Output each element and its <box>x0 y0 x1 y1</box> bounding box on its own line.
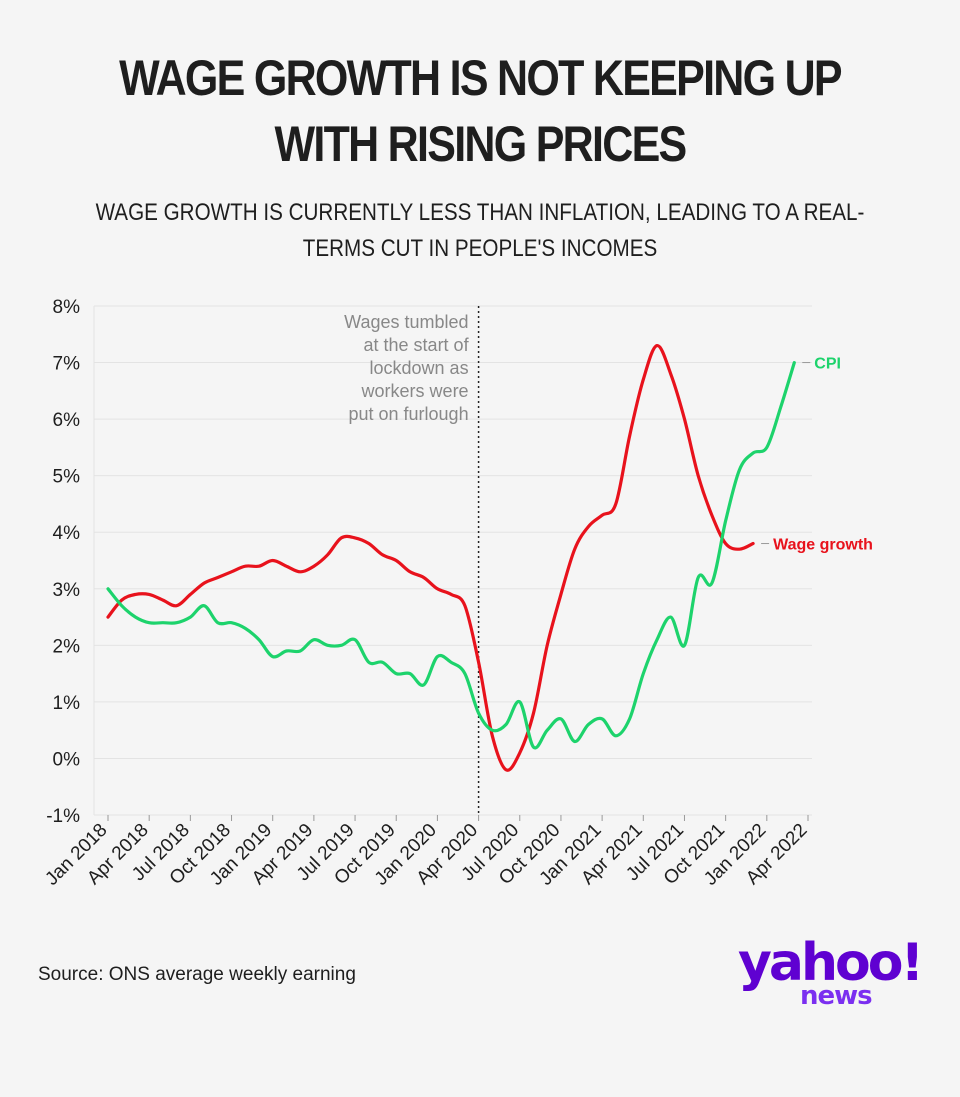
chart-title: WAGE GROWTH IS NOT KEEPING UP WITH RISIN… <box>119 50 842 172</box>
wage-growth-label: Wage growth <box>773 537 873 554</box>
y-tick-label: 5% <box>53 467 81 488</box>
annotation-text: put on furlough <box>348 404 468 424</box>
yahoo-news-logo: yahoo! news <box>730 933 930 1015</box>
y-tick-label: 0% <box>53 749 81 770</box>
y-tick-label: 6% <box>53 410 81 431</box>
grid-lines <box>93 305 812 816</box>
y-tick-label: -1% <box>46 806 80 827</box>
cpi-label: CPI <box>814 356 841 373</box>
logo-subtitle: news <box>800 981 873 1011</box>
lockdown-annotation: Wages tumbled at the start of lockdown as w… <box>344 306 480 815</box>
wage-growth-line <box>106 344 755 772</box>
chart-subtitle: WAGE GROWTH IS CURRENTLY LESS THAN INFLA… <box>95 199 865 262</box>
annotation-text: Wages tumbled <box>344 312 468 332</box>
source-note: Source: ONS average weekly earning <box>38 964 356 985</box>
y-axis-labels: -1% 0% 1% 2% 3% 4% 5% 6% 7% 8% <box>46 297 80 827</box>
y-tick-label: 1% <box>53 693 81 714</box>
logo-wordmark: yahoo! <box>738 933 924 993</box>
cpi-line <box>106 361 796 750</box>
annotation-text: lockdown as <box>370 358 469 378</box>
series-labels: Wage growth CPI <box>761 356 873 554</box>
series-lines <box>106 344 796 772</box>
annotation-text: at the start of <box>364 335 470 355</box>
y-tick-label: 4% <box>53 523 81 544</box>
y-tick-label: 2% <box>53 636 81 657</box>
y-tick-label: 8% <box>53 297 81 318</box>
y-tick-label: 3% <box>53 580 81 601</box>
y-tick-label: 7% <box>53 354 81 375</box>
annotation-text: workers were <box>361 381 469 401</box>
